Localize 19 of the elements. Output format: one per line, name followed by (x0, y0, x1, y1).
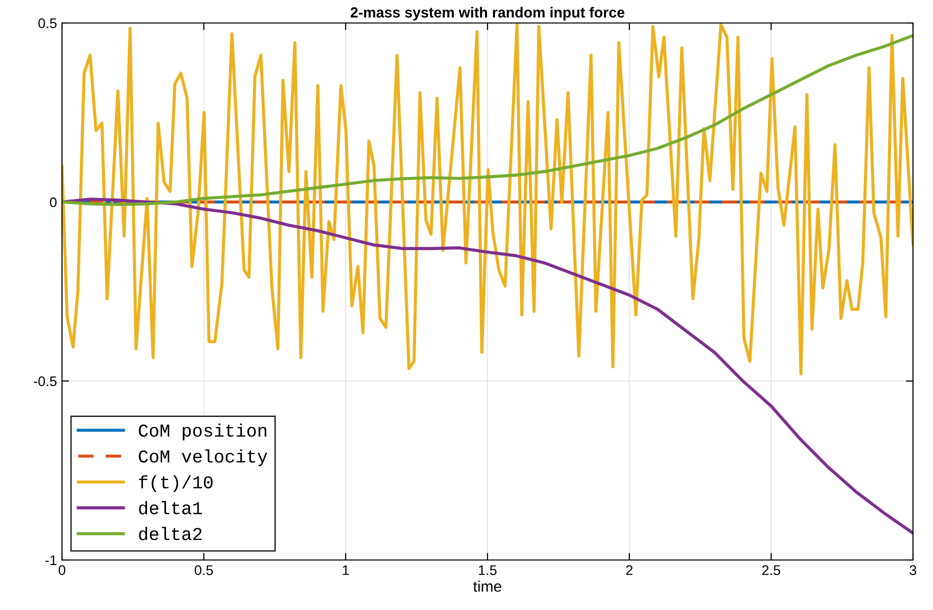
legend-label: f(t)/10 (139, 475, 213, 492)
x-tick-label: 2.5 (762, 565, 780, 576)
y-tick-label: 0.5 (38, 18, 57, 28)
legend-label: CoM velocity (138, 449, 268, 466)
y-tick-label: 0 (50, 197, 57, 208)
x-tick-label: 0.5 (194, 565, 213, 576)
y-tick-label: -0.5 (34, 376, 57, 386)
legend-label: delta1 (139, 501, 202, 514)
x-tick-label: 3 (910, 565, 916, 576)
x-tick-label: 1 (342, 565, 349, 575)
legend-label: CoM position (138, 423, 266, 440)
chart-title: 2-mass system with random input force (350, 6, 624, 20)
line-series (62, 34, 913, 206)
y-tick-label: -1 (45, 555, 56, 566)
x-axis-title: time (473, 580, 502, 592)
x-tick-label: 1.5 (478, 565, 497, 576)
legend-label: delta2 (139, 526, 202, 540)
x-tick-label: 0 (58, 565, 66, 576)
x-tick-label: 2 (626, 565, 632, 575)
